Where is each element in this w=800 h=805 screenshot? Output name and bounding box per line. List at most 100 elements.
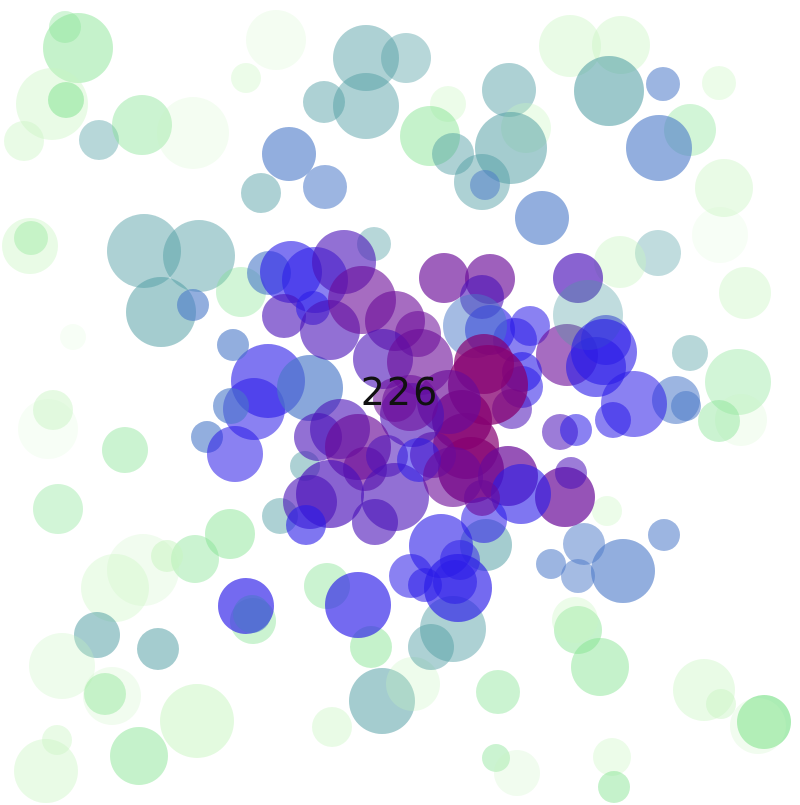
bubble (60, 324, 86, 350)
bubble (325, 572, 391, 638)
bubble (419, 253, 469, 303)
bubble (217, 329, 249, 361)
bubble (715, 394, 767, 446)
bubble (151, 540, 183, 572)
bubble (29, 633, 95, 699)
bubble (83, 667, 141, 725)
bubble (706, 689, 736, 719)
bubble (635, 230, 681, 276)
bubble (14, 739, 78, 803)
bubble (231, 63, 261, 93)
bubble (698, 400, 740, 442)
bubble (333, 25, 399, 91)
bubble (126, 277, 196, 347)
bubble (366, 435, 408, 477)
bubble (79, 120, 119, 160)
bubble (102, 427, 148, 473)
bubble (539, 15, 601, 77)
bubble (591, 539, 655, 603)
bubble (646, 67, 680, 101)
bubble (626, 115, 692, 181)
bubble (476, 670, 520, 714)
bubble (81, 554, 149, 622)
bubble (510, 306, 550, 346)
bubble (286, 505, 326, 545)
bubble (246, 10, 306, 70)
bubble (112, 95, 172, 155)
bubble (574, 56, 644, 126)
bubble (692, 207, 748, 263)
bubble (491, 464, 551, 524)
bubble (262, 127, 316, 181)
bubble (673, 659, 735, 721)
bubble (303, 81, 345, 123)
bubble (470, 170, 500, 200)
bubble (233, 595, 271, 633)
bubble (536, 549, 566, 579)
bubble (107, 214, 181, 288)
bubble (648, 519, 680, 551)
bubble (737, 695, 791, 749)
bubble (207, 426, 263, 482)
bubble (515, 191, 569, 245)
bubble (381, 33, 431, 83)
bubble (430, 86, 466, 122)
bubble (43, 13, 113, 83)
bubble (719, 267, 771, 319)
bubble (595, 402, 631, 438)
bubble (84, 673, 126, 715)
bubble (560, 414, 592, 446)
bubble (389, 554, 433, 598)
bubble (171, 535, 219, 583)
bubble (593, 738, 631, 776)
bubble (33, 484, 83, 534)
bubble (475, 112, 547, 184)
bubble (563, 523, 605, 565)
bubble (33, 390, 73, 430)
bubble (373, 378, 417, 422)
bubble (303, 165, 347, 209)
bubble (598, 771, 630, 803)
bubble (157, 97, 229, 169)
bubble (333, 73, 399, 139)
bubble (705, 349, 771, 415)
bubble (702, 66, 736, 100)
bubble (553, 253, 603, 303)
bubble (14, 221, 48, 255)
bubble (554, 606, 602, 654)
bubble (386, 657, 440, 711)
bubble (4, 121, 44, 161)
bubble (110, 727, 168, 785)
bubble (400, 106, 460, 166)
bubble (177, 289, 209, 321)
bubble (594, 236, 646, 288)
bubble (349, 668, 415, 734)
bubble (494, 750, 540, 796)
bubble (163, 220, 235, 292)
bubble (74, 612, 120, 658)
bubble (464, 480, 500, 516)
bubble (482, 63, 536, 117)
bubble (137, 628, 179, 670)
bubble (571, 638, 629, 696)
bubble (408, 624, 454, 670)
bubble (312, 707, 352, 747)
bubble (262, 294, 306, 338)
bubble (730, 698, 786, 754)
bubble (561, 559, 595, 593)
bubble (440, 540, 480, 580)
bubble (552, 597, 598, 643)
bubble (18, 399, 78, 459)
bubble (205, 509, 255, 559)
bubble (241, 173, 281, 213)
bubble (592, 496, 622, 526)
bubble (432, 133, 474, 175)
bubble (213, 388, 249, 424)
bubble (555, 457, 587, 489)
bubble (571, 319, 637, 385)
bubble (672, 335, 708, 371)
bubble (695, 159, 753, 217)
bubble (48, 82, 84, 118)
bubble (107, 534, 179, 606)
